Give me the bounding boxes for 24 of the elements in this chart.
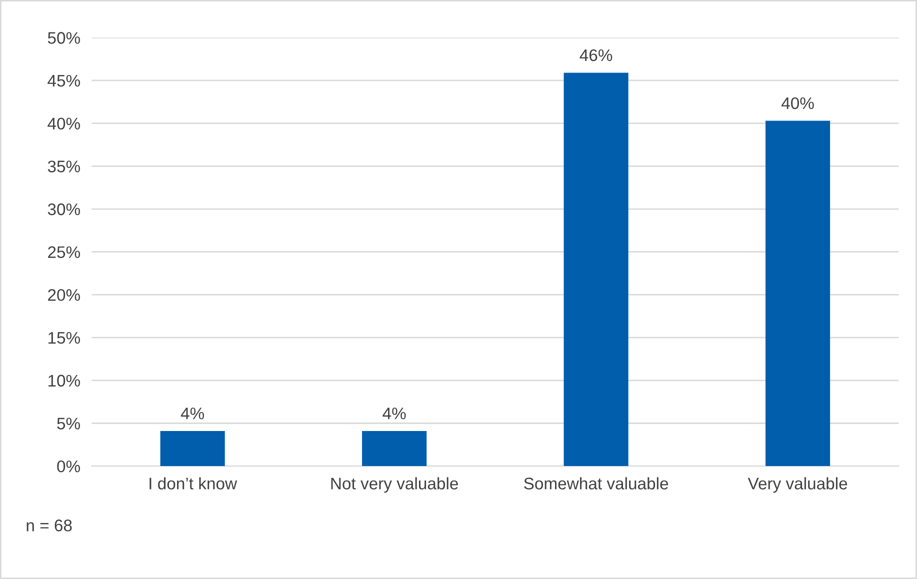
data-label: 40%	[781, 97, 814, 110]
y-tick-label: 45%	[48, 74, 80, 87]
data-label: 4%	[180, 408, 204, 420]
bar	[160, 430, 225, 466]
y-tick-label: 50%	[48, 32, 80, 44]
y-tick-label: 5%	[57, 418, 80, 430]
bar	[564, 72, 628, 466]
x-tick-label: Very valuable	[748, 477, 848, 493]
text: n = 68	[26, 520, 72, 532]
y-tick-label: 20%	[48, 289, 80, 301]
y-tick-label: 35%	[48, 160, 80, 172]
y-tick-label: 30%	[48, 203, 80, 216]
data-label: 46%	[580, 49, 612, 62]
y-tick-label: 10%	[48, 374, 80, 387]
y-tick-label: 15%	[48, 332, 80, 344]
x-tick-label: Not very valuable	[331, 477, 458, 493]
bar	[766, 120, 830, 466]
bar	[362, 430, 427, 466]
y-tick-label: 40%	[48, 118, 80, 130]
x-tick-label: Somewhat valuable	[524, 477, 668, 490]
y-tick-label: 0%	[57, 460, 80, 472]
data-label: 4%	[382, 408, 406, 420]
y-tick-label: 25%	[48, 246, 80, 258]
x-tick-label: I don’t know	[150, 477, 238, 490]
